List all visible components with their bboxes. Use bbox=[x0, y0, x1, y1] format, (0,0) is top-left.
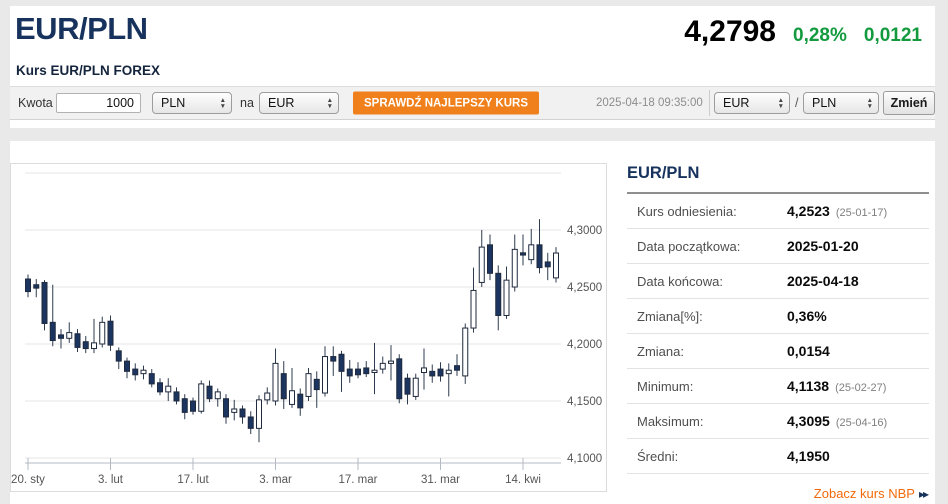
current-price: 4,2798 bbox=[684, 15, 776, 48]
svg-text:4,1500: 4,1500 bbox=[567, 396, 602, 408]
change-percent: 0,28% bbox=[793, 25, 847, 46]
svg-text:3. lut: 3. lut bbox=[98, 474, 124, 486]
pair-separator: / bbox=[795, 96, 799, 110]
page-title: EUR/PLN bbox=[15, 11, 148, 46]
stat-row-average: Średni: 4,1950 bbox=[627, 439, 929, 474]
quote-block: 4,2798 0,28% 0,0121 bbox=[684, 15, 922, 49]
pair-base-value: EUR bbox=[723, 96, 750, 110]
nbp-link-row: Zobacz kurs NBP ▸▸ bbox=[627, 474, 929, 503]
svg-text:4,3000: 4,3000 bbox=[567, 225, 602, 237]
stats-sidebar: EUR/PLN Kurs odniesienia: 4,2523 (25-01-17… bbox=[627, 164, 929, 503]
double-arrow-icon: ▸▸ bbox=[918, 487, 929, 501]
amount-label: Kwota bbox=[18, 96, 53, 110]
na-label: na bbox=[240, 96, 254, 110]
quote-timestamp: 2025-04-18 09:35:00 bbox=[596, 97, 703, 109]
select-arrows-icon: ▲ ▼ bbox=[326, 96, 333, 110]
header-card: EUR/PLN Kurs EUR/PLN FOREX 4,2798 0,28% … bbox=[10, 6, 935, 128]
pair-quote-value: PLN bbox=[812, 96, 837, 110]
select-arrows-icon: ▲ ▼ bbox=[777, 96, 784, 110]
svg-text:17. mar: 17. mar bbox=[339, 474, 378, 486]
check-best-rate-button[interactable]: SPRAWDŹ NAJLEPSZY KURS bbox=[353, 91, 540, 115]
change-absolute: 0,0121 bbox=[863, 25, 922, 46]
from-currency-select[interactable]: PLN ▲ ▼ bbox=[152, 92, 232, 114]
select-arrows-icon: ▲ ▼ bbox=[219, 96, 226, 110]
svg-text:31. mar: 31. mar bbox=[421, 474, 460, 486]
to-currency-value: EUR bbox=[268, 96, 295, 110]
stat-row-start-date: Data początkowa: 2025-01-20 bbox=[627, 229, 929, 264]
stat-row-end-date: Data końcowa: 2025-04-18 bbox=[627, 264, 929, 299]
svg-text:14. kwi: 14. kwi bbox=[505, 474, 541, 486]
nbp-rate-link[interactable]: Zobacz kurs NBP ▸▸ bbox=[813, 486, 929, 501]
svg-text:20. sty: 20. sty bbox=[11, 474, 45, 486]
pair-quote-select[interactable]: PLN ▲ ▼ bbox=[803, 92, 879, 114]
sidebar-rule bbox=[627, 192, 929, 194]
svg-text:17. lut: 17. lut bbox=[177, 474, 209, 486]
svg-text:4,2000: 4,2000 bbox=[567, 339, 602, 351]
svg-text:3. mar: 3. mar bbox=[259, 474, 292, 486]
svg-text:4,2500: 4,2500 bbox=[567, 282, 602, 294]
pair-base-select[interactable]: EUR ▲ ▼ bbox=[714, 92, 790, 114]
stat-row-change: Zmiana: 0,0154 bbox=[627, 334, 929, 369]
price-chart: 4,3000 4,2500 4,2000 4,1500 4,1000 20. sty 3. … bbox=[10, 163, 607, 492]
converter-toolbar: Kwota PLN ▲▼ na EUR ▲▼ SPRAWDŹ NAJLEPSZY… bbox=[10, 86, 935, 120]
content-card: 4,3000 4,2500 4,2000 4,1500 4,1000 20. sty 3. … bbox=[10, 141, 935, 504]
stat-row-maximum: Maksimum: 4,3095 (25-04-16) bbox=[627, 404, 929, 439]
to-currency-select[interactable]: EUR ▲ ▼ bbox=[259, 92, 339, 114]
stat-row-reference-rate: Kurs odniesienia: 4,2523 (25-01-17) bbox=[627, 194, 929, 229]
swap-pair-button[interactable]: Zmień bbox=[883, 91, 935, 115]
page-subtitle: Kurs EUR/PLN FOREX bbox=[16, 63, 161, 78]
stat-row-minimum: Minimum: 4,1138 (25-02-27) bbox=[627, 369, 929, 404]
svg-text:4,1000: 4,1000 bbox=[567, 453, 602, 465]
amount-input[interactable] bbox=[56, 93, 141, 113]
toolbar-divider bbox=[709, 90, 710, 116]
stat-row-change-percent: Zmiana[%]: 0,36% bbox=[627, 299, 929, 334]
from-currency-value: PLN bbox=[161, 96, 186, 110]
sidebar-title: EUR/PLN bbox=[627, 164, 700, 182]
candlestick-chart-svg: 4,3000 4,2500 4,2000 4,1500 4,1000 20. sty 3. … bbox=[11, 172, 602, 486]
select-arrows-icon: ▲ ▼ bbox=[866, 96, 873, 110]
